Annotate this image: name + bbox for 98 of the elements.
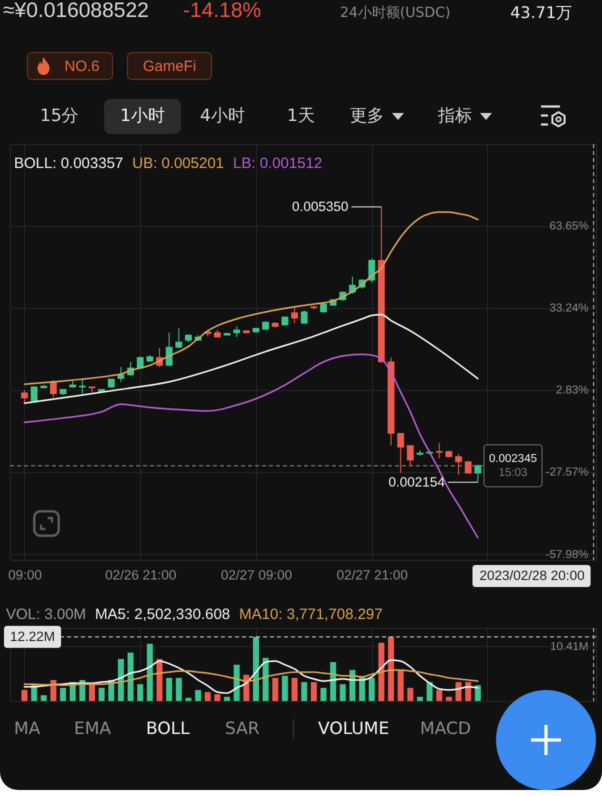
line-series xyxy=(24,353,479,538)
bar xyxy=(474,685,481,701)
ref-line-label: 12.22M xyxy=(10,628,56,644)
bar xyxy=(310,682,317,701)
bar xyxy=(426,682,433,701)
bar xyxy=(176,678,182,701)
bar xyxy=(378,642,384,701)
bar xyxy=(436,690,442,701)
bar xyxy=(272,678,278,701)
x-tick-label: 02/26 21:00 xyxy=(105,568,176,582)
bar xyxy=(21,690,28,701)
bar xyxy=(128,652,134,701)
text: 指标 xyxy=(438,106,472,126)
candlestick xyxy=(474,464,482,483)
bar xyxy=(234,664,240,701)
text: 43.71万 xyxy=(510,3,572,22)
candlestick xyxy=(455,454,462,476)
bar xyxy=(282,676,288,701)
bar xyxy=(292,678,298,701)
x-tick-label: 02/27 09:00 xyxy=(220,568,292,582)
text: MA5: 2,502,330.608 xyxy=(95,606,230,623)
text: 4小时 xyxy=(200,106,245,126)
bar xyxy=(388,636,394,701)
bar xyxy=(224,696,230,701)
bar xyxy=(156,658,163,701)
bar xyxy=(330,662,336,701)
bar xyxy=(195,690,202,701)
text: 15分 xyxy=(40,106,79,126)
bar xyxy=(137,684,144,701)
text: SAR xyxy=(225,718,260,738)
y-tick-label: 33.24% xyxy=(549,302,588,315)
candlestick xyxy=(464,460,472,474)
text: MA xyxy=(14,718,40,738)
bar xyxy=(456,682,462,701)
bar xyxy=(320,688,326,701)
bar xyxy=(146,644,153,701)
line-series xyxy=(24,314,479,404)
text: BOLL xyxy=(146,718,190,738)
text: 更多 xyxy=(350,106,384,126)
candlestick xyxy=(436,442,443,459)
bar xyxy=(262,658,269,701)
bar xyxy=(214,694,220,701)
annotation: BOLL: 0.003357 xyxy=(14,155,124,172)
candlestick xyxy=(50,379,57,398)
bar xyxy=(185,698,192,701)
text: ≈¥0.016088522 xyxy=(3,0,149,22)
bar xyxy=(252,636,259,701)
bar xyxy=(166,678,172,701)
x-tick-label: 09:00 xyxy=(8,568,42,582)
candlestick xyxy=(78,379,86,394)
annotation: 0.002345 xyxy=(489,452,537,465)
bar xyxy=(465,682,472,701)
candlestick xyxy=(21,390,28,403)
bar xyxy=(416,696,423,701)
annotation: UB: 0.005201 xyxy=(132,155,224,172)
text: -14.18% xyxy=(183,0,262,22)
y-tick-label: -27.57% xyxy=(546,466,588,479)
text: MA10: 3,771,708.297 xyxy=(239,606,383,623)
text: 24小时额(USDC) xyxy=(340,5,450,21)
annotation: 15:03 xyxy=(498,466,528,479)
bar xyxy=(407,688,414,701)
bar xyxy=(88,684,95,701)
bar xyxy=(50,680,56,701)
text: GameFi xyxy=(142,58,196,74)
annotation: 0.005350 xyxy=(292,198,348,214)
y-tick-label: 2.83% xyxy=(556,384,588,397)
candlestick xyxy=(291,307,298,324)
bar xyxy=(359,676,366,701)
candlestick xyxy=(406,445,414,466)
text: MACD xyxy=(420,718,471,738)
y-tick-label: -57.98% xyxy=(546,548,588,561)
bar xyxy=(301,682,308,701)
bar xyxy=(98,688,105,701)
bar xyxy=(60,688,66,701)
bar xyxy=(204,692,211,701)
candlestick xyxy=(175,328,182,349)
bar xyxy=(340,684,346,701)
text: NO.6 xyxy=(64,58,100,74)
x-tick-label: 02/27 21:00 xyxy=(336,568,408,582)
text: 1天 xyxy=(287,106,315,126)
y-tick-label: 63.65% xyxy=(549,220,588,232)
candlestick xyxy=(233,326,240,338)
text: 1小时 xyxy=(120,106,165,126)
text: VOL: 3.00M xyxy=(6,606,86,623)
y-tick-label: 10.41M xyxy=(550,640,588,653)
ref-line-label: 2023/02/28 20:00 xyxy=(479,568,585,583)
text: VOLUME xyxy=(318,718,390,738)
annotation: 0.002154 xyxy=(388,474,446,490)
candlestick xyxy=(300,310,308,324)
bar xyxy=(446,696,452,701)
candlestick xyxy=(397,432,404,474)
text: EMA xyxy=(74,718,112,738)
candlestick xyxy=(30,386,38,402)
bar xyxy=(398,670,404,701)
bar xyxy=(40,695,47,701)
bar xyxy=(368,678,375,701)
annotation: LB: 0.001512 xyxy=(233,155,322,172)
bar xyxy=(118,658,124,701)
